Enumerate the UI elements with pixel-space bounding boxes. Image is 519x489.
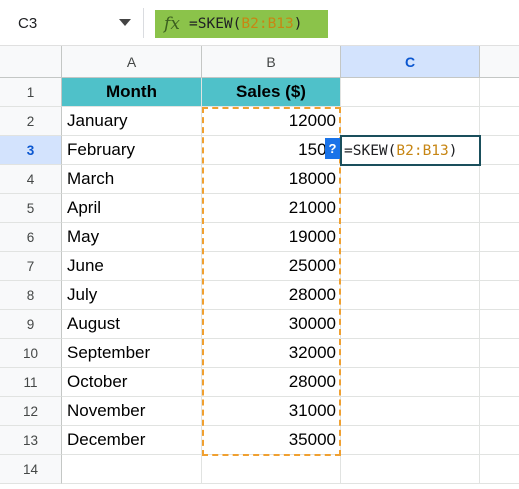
row-header[interactable]: 2 xyxy=(0,107,62,136)
row-header[interactable]: 12 xyxy=(0,397,62,426)
column-header-d[interactable] xyxy=(480,46,519,78)
month-cell[interactable]: September xyxy=(62,339,202,368)
help-badge[interactable]: ? xyxy=(325,138,340,159)
chevron-down-icon[interactable] xyxy=(119,19,131,26)
empty-cell[interactable] xyxy=(480,281,519,310)
month-cell[interactable]: November xyxy=(62,397,202,426)
empty-cell[interactable] xyxy=(341,397,480,426)
active-cell-ref: B2:B13 xyxy=(396,142,449,159)
fx-icon: fx xyxy=(164,14,180,34)
empty-cell[interactable] xyxy=(62,455,202,484)
empty-cell[interactable] xyxy=(341,223,480,252)
row-header[interactable]: 5 xyxy=(0,194,62,223)
month-cell[interactable]: July xyxy=(62,281,202,310)
empty-cell[interactable] xyxy=(480,397,519,426)
empty-cell[interactable] xyxy=(341,252,480,281)
sales-cell[interactable]: 31000 xyxy=(202,397,341,426)
active-cell-prefix: =SKEW( xyxy=(344,142,397,159)
row-header[interactable]: 7 xyxy=(0,252,62,281)
sales-cell[interactable]: 32000 xyxy=(202,339,341,368)
sales-cell[interactable]: 25000 xyxy=(202,252,341,281)
row-header[interactable]: 6 xyxy=(0,223,62,252)
sales-cell[interactable]: 28000 xyxy=(202,281,341,310)
empty-cell[interactable] xyxy=(341,107,480,136)
formula-bar-area: C3 fx =SKEW(B2:B13) xyxy=(0,0,519,46)
empty-cell[interactable] xyxy=(480,368,519,397)
name-box-value: C3 xyxy=(18,14,38,32)
empty-cell[interactable] xyxy=(341,455,480,484)
empty-cell[interactable] xyxy=(480,310,519,339)
empty-cell[interactable] xyxy=(341,281,480,310)
empty-cell[interactable] xyxy=(480,252,519,281)
active-cell-editor[interactable]: =SKEW(B2:B13) xyxy=(340,135,481,166)
empty-cell[interactable] xyxy=(341,165,480,194)
formula-text: =SKEW(B2:B13) xyxy=(189,16,303,32)
sales-cell[interactable]: 18000 xyxy=(202,165,341,194)
empty-cell[interactable] xyxy=(480,194,519,223)
empty-cell[interactable] xyxy=(480,223,519,252)
row-header[interactable]: 8 xyxy=(0,281,62,310)
month-cell[interactable]: February xyxy=(62,136,202,165)
select-all-corner[interactable] xyxy=(0,46,62,78)
empty-cell[interactable] xyxy=(480,339,519,368)
empty-cell[interactable] xyxy=(480,136,519,165)
row-header[interactable]: 4 xyxy=(0,165,62,194)
month-cell[interactable]: August xyxy=(62,310,202,339)
column-header-b[interactable]: B xyxy=(202,46,341,78)
formula-input[interactable]: fx =SKEW(B2:B13) xyxy=(155,10,328,38)
sales-cell[interactable]: 21000 xyxy=(202,194,341,223)
empty-cell[interactable] xyxy=(480,107,519,136)
month-cell[interactable]: January xyxy=(62,107,202,136)
month-cell[interactable]: October xyxy=(62,368,202,397)
sales-cell[interactable]: 30000 xyxy=(202,310,341,339)
row-header[interactable]: 10 xyxy=(0,339,62,368)
sales-cell[interactable]: 1500 xyxy=(202,136,341,165)
divider xyxy=(143,8,144,38)
row-header[interactable]: 14 xyxy=(0,455,62,484)
month-cell[interactable]: March xyxy=(62,165,202,194)
sales-cell[interactable]: 19000 xyxy=(202,223,341,252)
header-cell-month[interactable]: Month xyxy=(62,78,202,107)
spreadsheet-grid[interactable]: A B C 1 Month Sales ($) 2 January 12000 3 Febru… xyxy=(0,46,519,489)
empty-cell[interactable] xyxy=(480,165,519,194)
row-header[interactable]: 11 xyxy=(0,368,62,397)
empty-cell[interactable] xyxy=(480,78,519,107)
month-cell[interactable]: May xyxy=(62,223,202,252)
header-cell-sales[interactable]: Sales ($) xyxy=(202,78,341,107)
row-header[interactable]: 13 xyxy=(0,426,62,455)
sales-cell[interactable]: 12000 xyxy=(202,107,341,136)
empty-cell[interactable] xyxy=(341,368,480,397)
empty-cell[interactable] xyxy=(480,426,519,455)
name-box[interactable]: C3 xyxy=(0,0,143,46)
empty-cell[interactable] xyxy=(480,455,519,484)
empty-cell[interactable] xyxy=(341,426,480,455)
sales-cell[interactable]: 28000 xyxy=(202,368,341,397)
empty-cell[interactable] xyxy=(341,78,480,107)
empty-cell[interactable] xyxy=(341,339,480,368)
sales-cell[interactable]: 35000 xyxy=(202,426,341,455)
row-header[interactable]: 1 xyxy=(0,78,62,107)
empty-cell[interactable] xyxy=(202,455,341,484)
empty-cell[interactable] xyxy=(341,194,480,223)
month-cell[interactable]: December xyxy=(62,426,202,455)
column-header-c[interactable]: C xyxy=(341,46,480,78)
row-header[interactable]: 3 xyxy=(0,136,62,165)
column-header-a[interactable]: A xyxy=(62,46,202,78)
month-cell[interactable]: April xyxy=(62,194,202,223)
row-header[interactable]: 9 xyxy=(0,310,62,339)
empty-cell[interactable] xyxy=(341,310,480,339)
month-cell[interactable]: June xyxy=(62,252,202,281)
active-cell-suffix: ) xyxy=(448,142,458,159)
